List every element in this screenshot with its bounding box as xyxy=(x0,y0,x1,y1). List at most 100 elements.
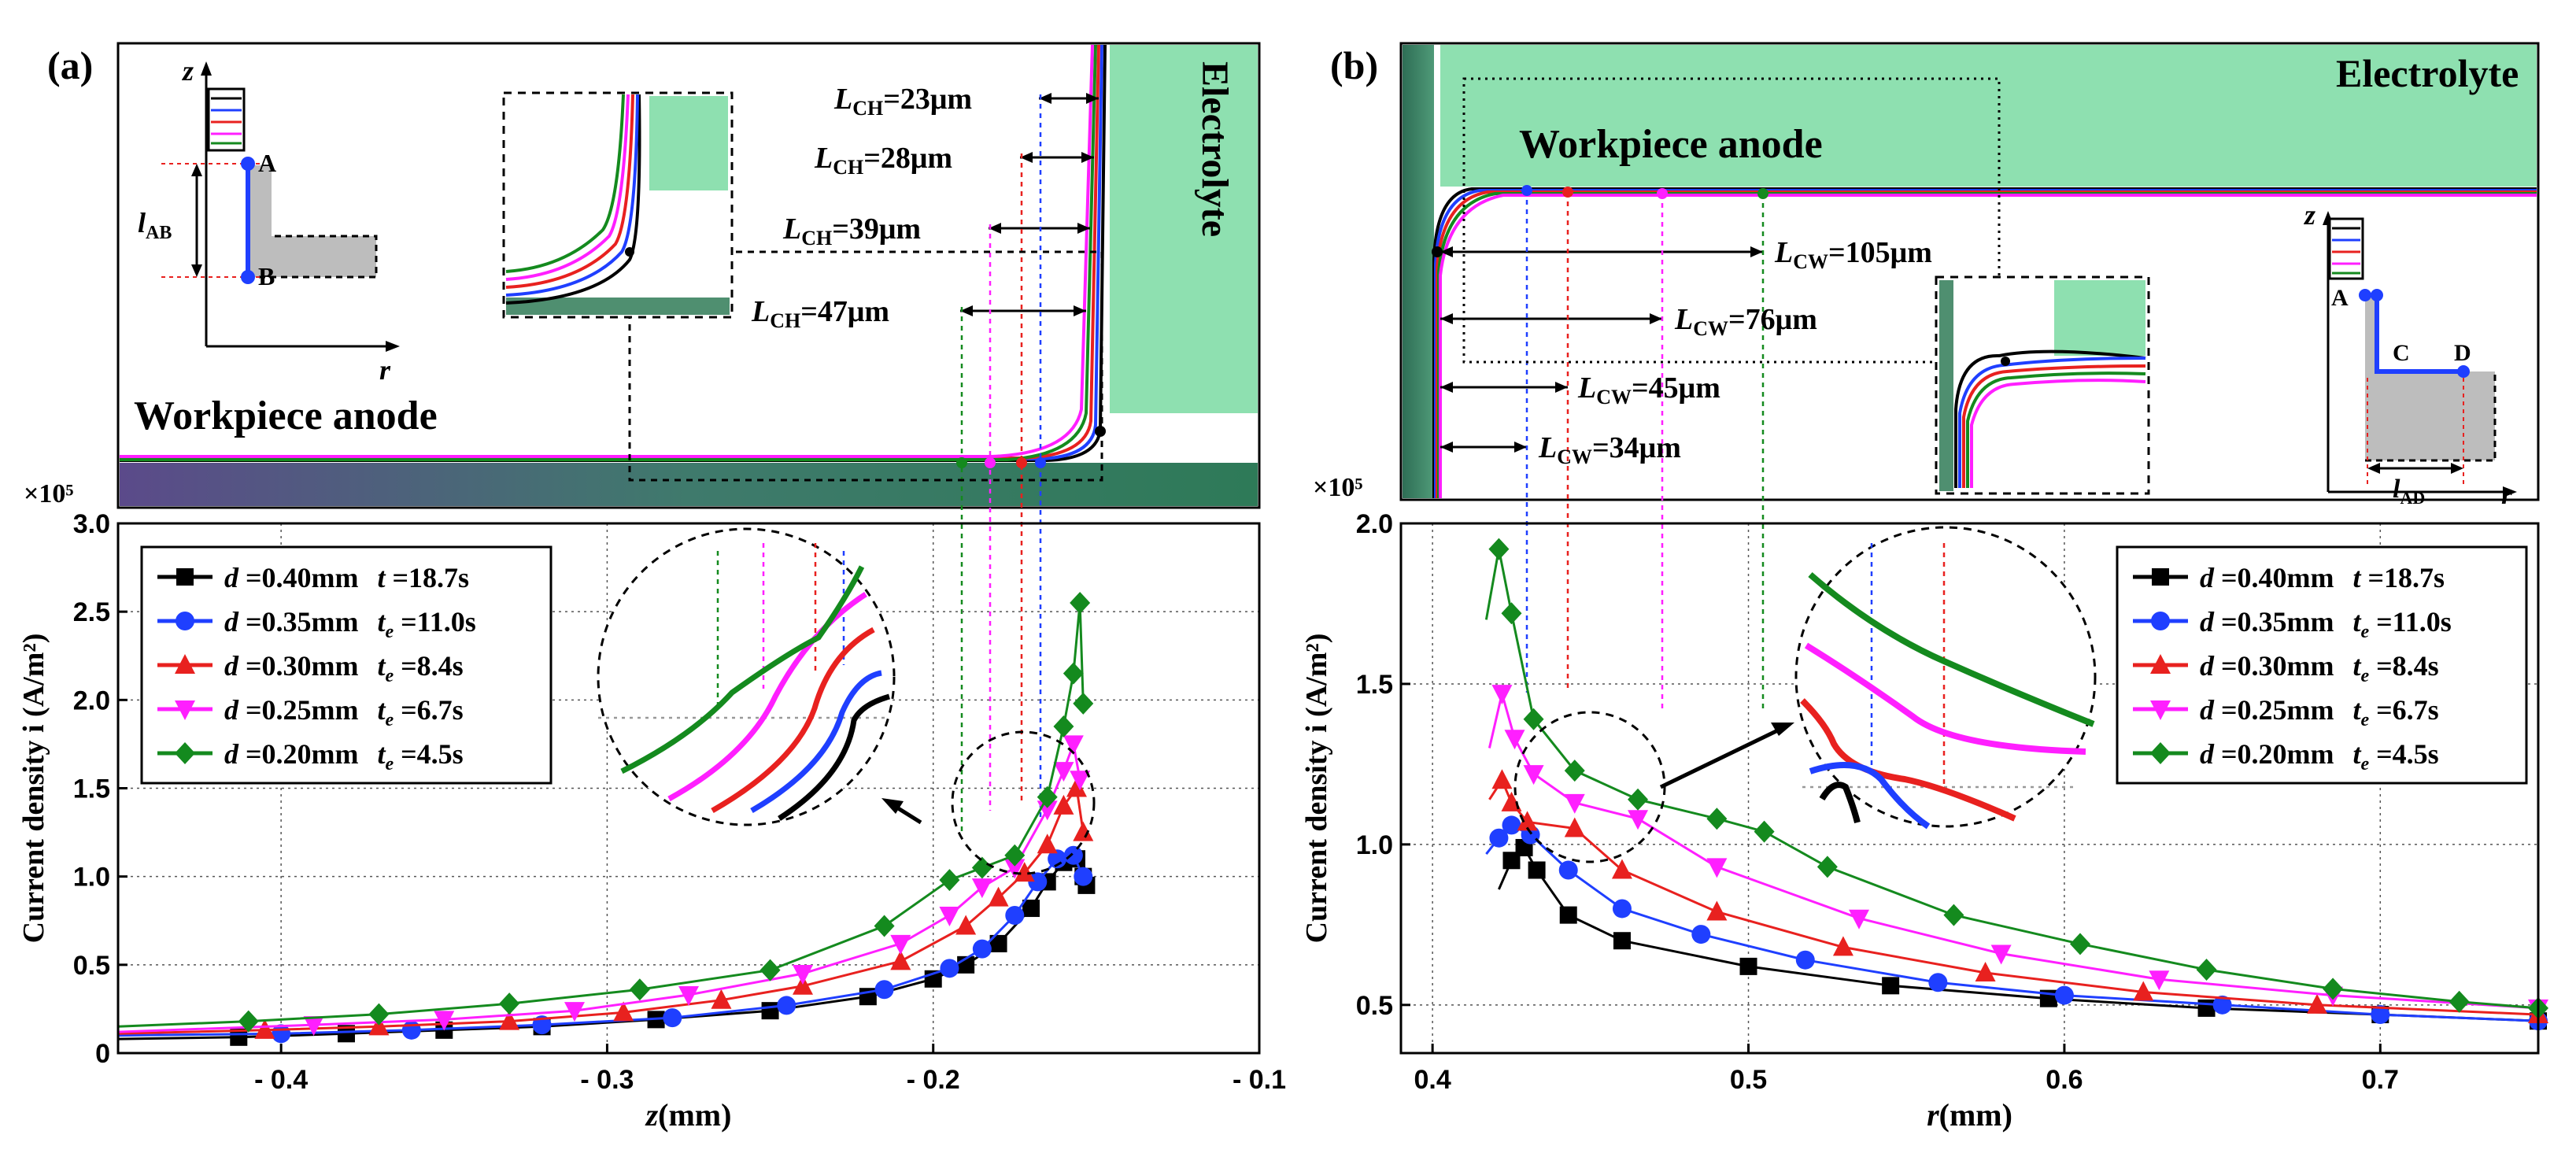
profile-b-green xyxy=(1437,192,2537,498)
inset-b-C: C xyxy=(2393,340,2410,366)
data-point xyxy=(1053,762,1074,782)
legend-marker xyxy=(2150,700,2171,720)
dim-label-b-4: LCW=34μm xyxy=(1538,431,1681,468)
data-point xyxy=(1501,602,1522,625)
legend-label: d =0.40mm t =18.7s xyxy=(2200,562,2445,593)
data-point xyxy=(939,869,960,892)
y-tick-label: 1.0 xyxy=(73,863,110,893)
data-point xyxy=(1613,932,1631,950)
guides-b xyxy=(1525,190,1765,708)
legend-label: d =0.25mm te =6.7s xyxy=(224,694,464,730)
data-point xyxy=(2054,985,2074,1005)
data-point xyxy=(1817,856,1838,878)
y-axis-label: Current density i (A/m²) xyxy=(1300,634,1333,944)
electrolyte-region-b xyxy=(1440,45,2537,187)
data-point xyxy=(230,1028,248,1046)
data-point xyxy=(1706,858,1728,878)
data-point xyxy=(1063,735,1084,756)
legend-marker xyxy=(175,742,195,764)
legend-marker xyxy=(176,568,194,586)
data-point xyxy=(434,1011,455,1031)
data-point xyxy=(1070,771,1091,791)
dim-label-a-3: LCH=39μm xyxy=(782,213,921,249)
dim-label-b-2: LCW=76μm xyxy=(1674,303,1817,340)
data-point xyxy=(1005,906,1025,926)
data-point xyxy=(368,1015,390,1036)
inset-b-A: A xyxy=(2331,285,2349,311)
y-tick-label: 3.0 xyxy=(73,509,110,539)
electrolyte-region-a xyxy=(1110,45,1258,413)
data-point xyxy=(1928,973,1948,992)
data-point xyxy=(1849,909,1870,930)
data-point xyxy=(989,934,1007,952)
y-tick-label: 2.0 xyxy=(1356,509,1393,539)
data-point xyxy=(2448,990,2470,1013)
data-point xyxy=(629,978,650,1001)
dim-label-a-1: LCH=23μm xyxy=(833,83,972,120)
data-point xyxy=(2197,999,2216,1017)
panel-a-tag: (a) xyxy=(47,43,93,87)
zoom-inset-b xyxy=(1935,275,2150,495)
legend-label: d =0.20mm te =4.5s xyxy=(2200,738,2439,774)
zoom-region-a xyxy=(628,250,1103,482)
data-point xyxy=(1504,730,1525,750)
data-point xyxy=(254,1018,275,1039)
dim-label-a-4: LCH=47μm xyxy=(751,295,889,332)
data-point xyxy=(338,1025,355,1043)
anode-label-b: Workpiece anode xyxy=(1519,122,1823,167)
data-point xyxy=(2196,958,2217,981)
y-tick-label: 2.5 xyxy=(73,597,110,627)
scale-label-b: ×10⁵ xyxy=(1313,473,1363,502)
data-point xyxy=(1739,957,1757,975)
data-point xyxy=(1022,900,1040,918)
y-tick-label: 0.5 xyxy=(1356,991,1393,1021)
data-point xyxy=(1502,815,1521,835)
data-point xyxy=(499,992,520,1015)
y-axis-label: Current density i (A/m²) xyxy=(17,634,50,944)
x-tick-label: 0.6 xyxy=(2046,1065,2083,1095)
data-point xyxy=(1628,788,1649,811)
profile-a-magenta xyxy=(120,44,1094,458)
data-point xyxy=(711,989,732,1009)
data-point xyxy=(401,1020,421,1040)
data-point xyxy=(793,965,813,985)
data-point xyxy=(2212,995,2232,1015)
chart-a: - 0.4 - 0.3 - 0.2 - 0.1 0 0.5 1.0 1.5 2.0 2.5 3.0 z… xyxy=(17,509,1286,1133)
legend-label: d =0.20mm te =4.5s xyxy=(224,738,464,774)
data-point xyxy=(1628,810,1649,830)
data-point xyxy=(2323,978,2344,1000)
data-point xyxy=(1832,936,1853,956)
data-point xyxy=(1074,867,1093,886)
series-line-1 xyxy=(117,853,1085,1037)
zoom-inset-a xyxy=(502,91,734,319)
data-point xyxy=(2133,981,2154,1001)
data-point xyxy=(1488,538,1510,560)
data-point xyxy=(939,907,960,927)
legend-label: d =0.35mm te =11.0s xyxy=(224,606,476,642)
geometry-inset-b xyxy=(2323,211,2517,497)
dim-arrows-b xyxy=(1440,246,1763,453)
data-point xyxy=(663,1008,682,1028)
x-tick-label: - 0.2 xyxy=(907,1065,960,1095)
data-point xyxy=(940,959,959,978)
data-point xyxy=(1070,591,1091,614)
x-tick-label: 0.5 xyxy=(1730,1065,1767,1095)
scale-label-a: ×10⁵ xyxy=(24,479,74,508)
y-tick-label: 1.5 xyxy=(1356,670,1393,700)
panel-b-schematic xyxy=(1399,42,2540,708)
legend-a: d =0.40mm t =18.7s d =0.35mm te =11.0s d =0.… xyxy=(140,545,553,785)
legend-marker xyxy=(2151,612,2170,630)
data-point xyxy=(761,1002,779,1020)
electrolyte-label-a: Electrolyte xyxy=(1194,61,1236,237)
data-point xyxy=(1612,899,1632,919)
inset-a-z: z xyxy=(181,55,194,87)
data-point xyxy=(1028,872,1048,892)
data-point xyxy=(2149,970,2170,991)
inset-a-lab: lAB xyxy=(138,207,172,243)
data-point xyxy=(777,996,796,1015)
y-tick-label: 0 xyxy=(95,1039,110,1069)
x-tick-label: - 0.4 xyxy=(254,1065,308,1095)
data-point xyxy=(1048,849,1067,869)
legend-label: d =0.25mm te =6.7s xyxy=(2200,694,2439,730)
